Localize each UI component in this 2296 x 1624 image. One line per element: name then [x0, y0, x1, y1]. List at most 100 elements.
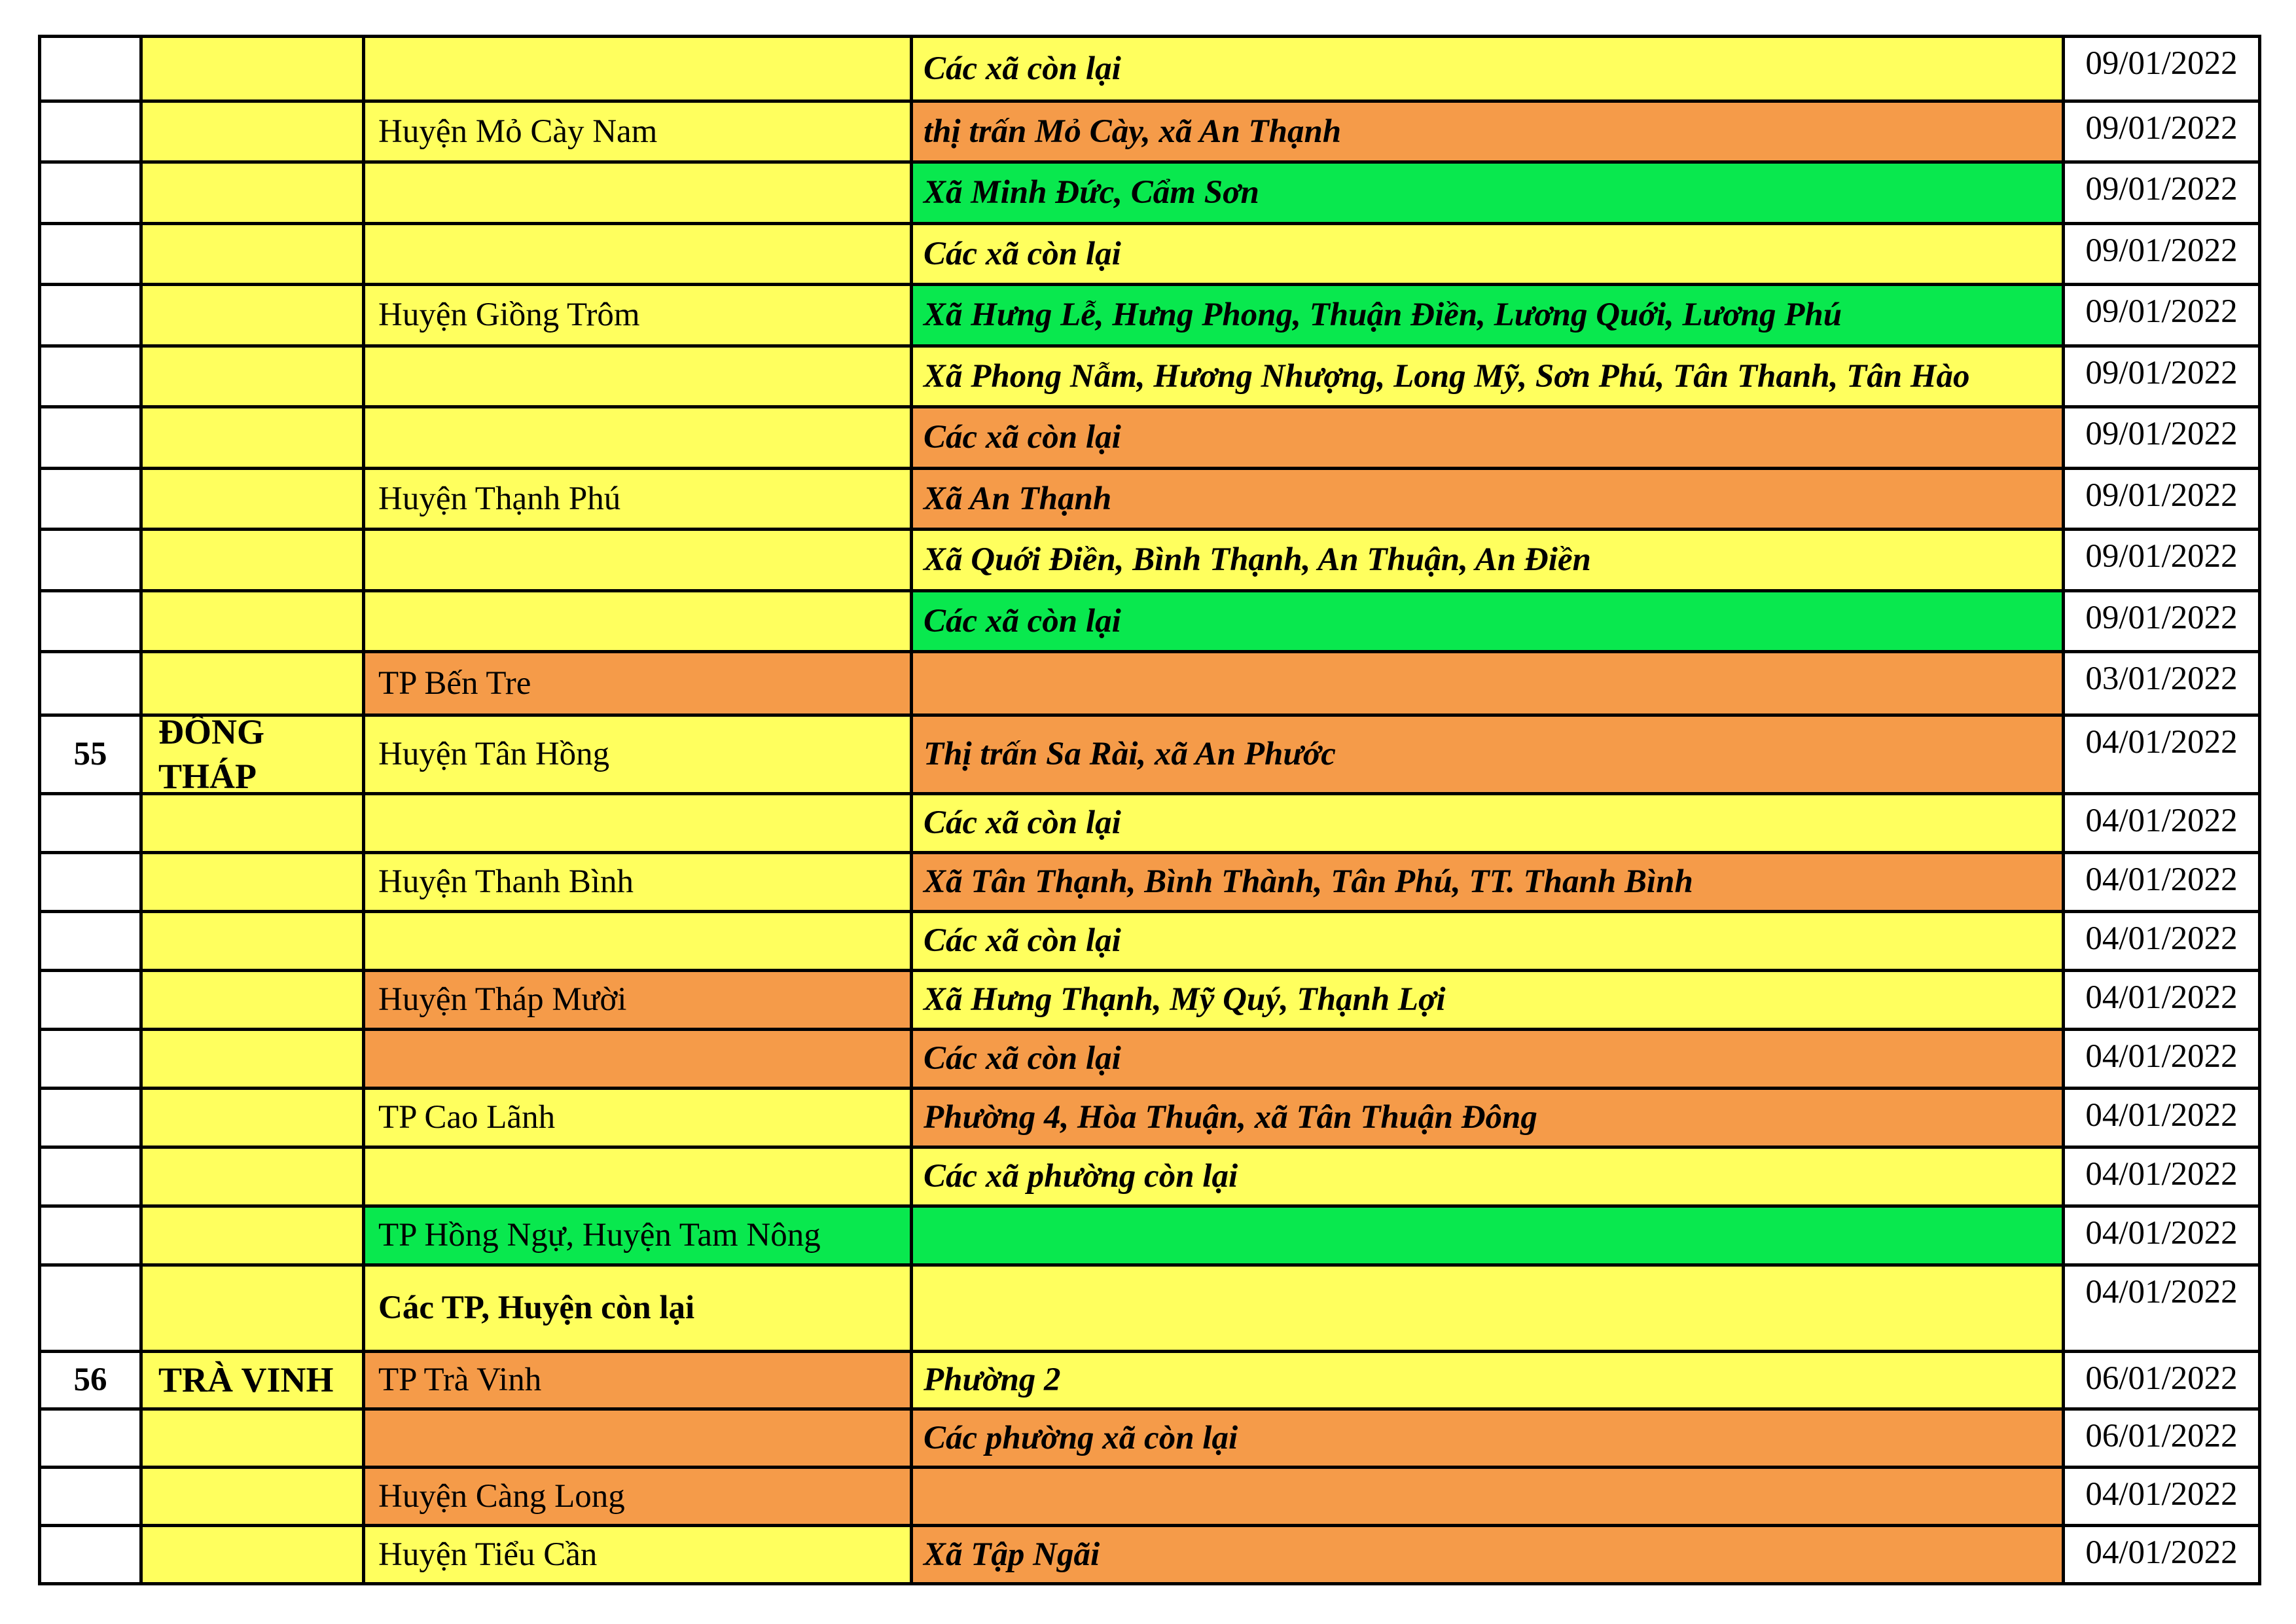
province-cell	[139, 348, 362, 405]
commune-cell: Các xã còn lại	[910, 795, 2062, 851]
date-cell: 04/01/2022	[2062, 795, 2258, 851]
district-cell	[362, 164, 910, 222]
commune-cell: thị trấn Mỏ Cày, xã An Thạnh	[910, 103, 2062, 160]
district-cell: TP Bến Tre	[362, 653, 910, 713]
commune-cell: Xã Tân Thạnh, Bình Thành, Tân Phú, TT. T…	[910, 854, 2062, 910]
stt-cell	[41, 1411, 139, 1466]
commune-cell	[910, 653, 2062, 713]
district-cell: Huyện Giồng Trôm	[362, 286, 910, 344]
province-cell	[139, 1149, 362, 1204]
table-row: Huyện Mỏ Cày Nam thị trấn Mỏ Cày, xã An …	[41, 99, 2258, 160]
commune-cell: Các xã còn lại	[910, 408, 2062, 467]
district-cell: TP Cao Lãnh	[362, 1090, 910, 1146]
table-row: Xã Quới Điền, Bình Thạnh, An Thuận, An Đ…	[41, 528, 2258, 589]
table-row: Xã Phong Nẫm, Hương Nhượng, Long Mỹ, Sơn…	[41, 344, 2258, 405]
date-cell: 06/01/2022	[2062, 1353, 2258, 1407]
province-cell	[139, 592, 362, 650]
stt-cell	[41, 348, 139, 405]
table-row: Huyện Tiểu Cần Xã Tập Ngãi 04/01/2022	[41, 1524, 2258, 1582]
stt-cell	[41, 470, 139, 528]
table-row: Các xã còn lại 04/01/2022	[41, 910, 2258, 969]
commune-cell: Xã Hưng Lễ, Hưng Phong, Thuận Điền, Lươn…	[910, 286, 2062, 344]
stt-cell	[41, 164, 139, 222]
date-cell: 04/01/2022	[2062, 1208, 2258, 1263]
province-cell	[139, 225, 362, 283]
date-cell: 04/01/2022	[2062, 854, 2258, 910]
province-cell	[139, 38, 362, 99]
date-cell: 04/01/2022	[2062, 1267, 2258, 1350]
district-cell: Huyện Tiểu Cần	[362, 1527, 910, 1582]
commune-cell: Phường 4, Hòa Thuận, xã Tân Thuận Đông	[910, 1090, 2062, 1146]
stt-cell	[41, 1090, 139, 1146]
stt-cell: 55	[41, 717, 139, 792]
table-row: Các xã còn lại 09/01/2022	[41, 405, 2258, 467]
table-row: TP Hồng Ngự, Huyện Tam Nông 04/01/2022	[41, 1204, 2258, 1263]
date-cell: 04/01/2022	[2062, 1090, 2258, 1146]
district-cell: TP Trà Vinh	[362, 1353, 910, 1407]
commune-cell	[910, 1267, 2062, 1350]
stt-cell	[41, 531, 139, 589]
commune-cell: Xã Tập Ngãi	[910, 1527, 2062, 1582]
commune-cell: Các xã còn lại	[910, 225, 2062, 283]
date-cell: 04/01/2022	[2062, 1527, 2258, 1582]
table-row: Huyện Giồng Trôm Xã Hưng Lễ, Hưng Phong,…	[41, 283, 2258, 344]
commune-cell: Phường 2	[910, 1353, 2062, 1407]
province-cell	[139, 286, 362, 344]
stt-cell	[41, 972, 139, 1028]
table-row: Các xã còn lại 04/01/2022	[41, 792, 2258, 851]
table-row: Huyện Thanh Bình Xã Tân Thạnh, Bình Thàn…	[41, 851, 2258, 910]
risk-level-table: Các xã còn lại 09/01/2022 Huyện Mỏ Cày N…	[38, 35, 2261, 1585]
commune-cell: Các xã còn lại	[910, 1031, 2062, 1087]
date-cell: 09/01/2022	[2062, 164, 2258, 222]
commune-cell	[910, 1208, 2062, 1263]
stt-cell	[41, 913, 139, 969]
province-cell	[139, 972, 362, 1028]
date-cell: 04/01/2022	[2062, 1469, 2258, 1524]
district-cell	[362, 531, 910, 589]
district-cell: Huyện Tháp Mười	[362, 972, 910, 1028]
stt-cell	[41, 103, 139, 160]
table-row: Các TP, Huyện còn lại 04/01/2022	[41, 1263, 2258, 1350]
stt-cell: 56	[41, 1353, 139, 1407]
district-cell	[362, 913, 910, 969]
district-cell	[362, 225, 910, 283]
district-cell	[362, 348, 910, 405]
province-cell	[139, 470, 362, 528]
district-cell	[362, 1411, 910, 1466]
district-cell: Các TP, Huyện còn lại	[362, 1267, 910, 1350]
province-cell	[139, 653, 362, 713]
table-row: 56 TRÀ VINH TP Trà Vinh Phường 2 06/01/2…	[41, 1350, 2258, 1407]
commune-cell: Các xã phường còn lại	[910, 1149, 2062, 1204]
date-cell: 09/01/2022	[2062, 103, 2258, 160]
province-cell	[139, 1469, 362, 1524]
district-cell	[362, 1031, 910, 1087]
commune-cell: Các xã còn lại	[910, 592, 2062, 650]
commune-cell: Xã Phong Nẫm, Hương Nhượng, Long Mỹ, Sơn…	[910, 348, 2062, 405]
date-cell: 04/01/2022	[2062, 972, 2258, 1028]
table-row: Các xã phường còn lại 04/01/2022	[41, 1146, 2258, 1204]
district-cell: Huyện Tân Hồng	[362, 717, 910, 792]
stt-cell	[41, 1208, 139, 1263]
date-cell: 03/01/2022	[2062, 653, 2258, 713]
province-cell	[139, 408, 362, 467]
commune-cell: Thị trấn Sa Rài, xã An Phước	[910, 717, 2062, 792]
province-cell	[139, 1031, 362, 1087]
district-cell: Huyện Càng Long	[362, 1469, 910, 1524]
commune-cell: Xã Minh Đức, Cẩm Sơn	[910, 164, 2062, 222]
district-cell	[362, 408, 910, 467]
table-row: Huyện Thạnh Phú Xã An Thạnh 09/01/2022	[41, 467, 2258, 528]
province-cell	[139, 854, 362, 910]
district-cell	[362, 795, 910, 851]
province-cell	[139, 164, 362, 222]
date-cell: 04/01/2022	[2062, 1149, 2258, 1204]
stt-cell	[41, 1267, 139, 1350]
district-cell: Huyện Thạnh Phú	[362, 470, 910, 528]
date-cell: 09/01/2022	[2062, 470, 2258, 528]
stt-cell	[41, 225, 139, 283]
table-row: Các xã còn lại 09/01/2022	[41, 589, 2258, 650]
province-cell	[139, 795, 362, 851]
table-row: Các xã còn lại 09/01/2022	[41, 38, 2258, 99]
date-cell: 04/01/2022	[2062, 1031, 2258, 1087]
commune-cell: Các xã còn lại	[910, 913, 2062, 969]
